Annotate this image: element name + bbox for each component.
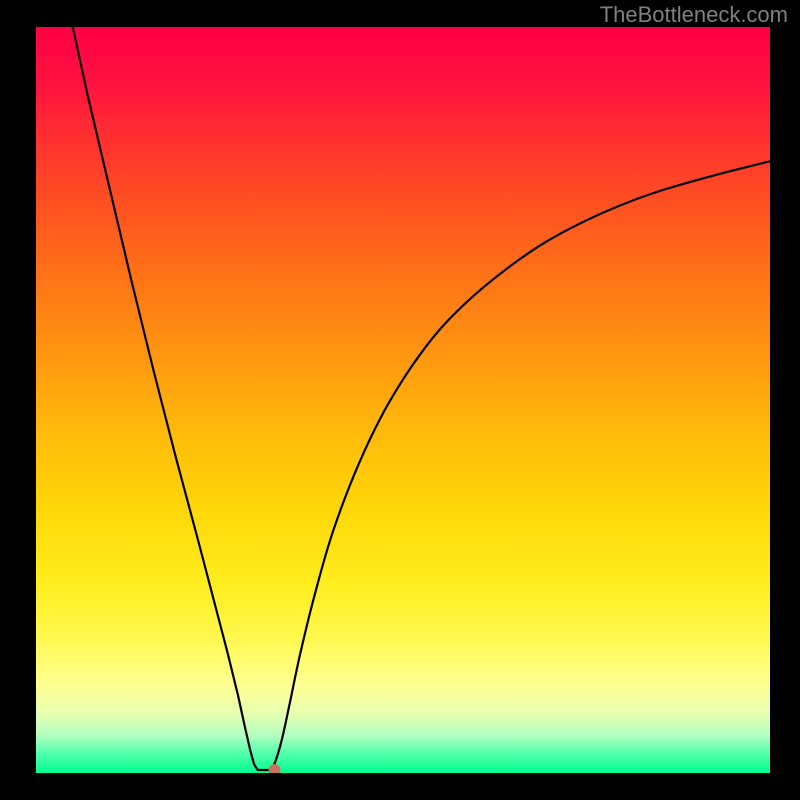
- chart-svg: [36, 27, 770, 773]
- chart-background: [36, 27, 770, 773]
- watermark-text: TheBottleneck.com: [600, 2, 788, 28]
- bottleneck-chart: [36, 27, 770, 773]
